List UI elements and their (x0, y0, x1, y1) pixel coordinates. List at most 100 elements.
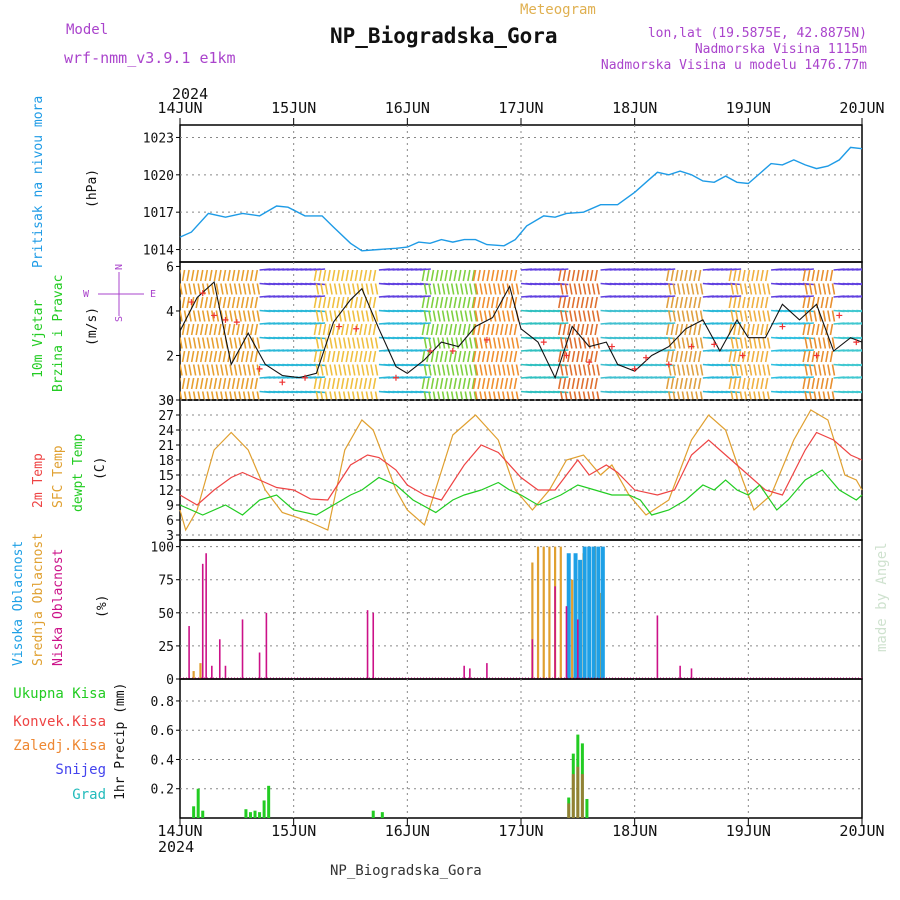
x-tick-label-bottom: 16JUN (385, 822, 430, 840)
wind-barb (215, 364, 220, 376)
wind-barb (587, 310, 591, 322)
wind-barb (730, 364, 735, 376)
wind-barb (506, 364, 511, 376)
wind-barb (453, 269, 457, 282)
wind-barb (186, 296, 190, 309)
wind-barb (372, 296, 377, 309)
altitude-text: Nadmorska Visina 1115m (695, 42, 867, 57)
wind-barb (806, 323, 811, 336)
wind-barb (370, 310, 374, 322)
y-tick-label: 30 (158, 394, 174, 409)
wind-barb (227, 323, 231, 336)
wind-barb (490, 323, 495, 336)
wind-barb (483, 310, 488, 322)
pressure-panel: 1014 1017 1020 1023 (143, 124, 863, 263)
wind-barb (746, 269, 751, 282)
wind-barb (755, 323, 760, 336)
wind-barb (188, 364, 192, 376)
wind-barb (477, 296, 481, 309)
wind-barb (816, 377, 820, 390)
wind-barb (684, 323, 688, 336)
wind-barb (596, 283, 600, 295)
wind-gust-marker (449, 348, 456, 355)
wind-barb (474, 310, 479, 322)
wind-barb (368, 377, 372, 390)
wind-barb (206, 364, 211, 376)
wind-barb (762, 391, 766, 400)
model-name: wrf-nmm_v3.9.1 e1km (64, 49, 236, 67)
wind-barb (229, 364, 233, 376)
wind-barb (728, 269, 733, 282)
wind-barb (218, 323, 222, 336)
cloud-bar (599, 592, 602, 679)
wind-barb (215, 283, 220, 295)
wind-barb (744, 364, 748, 376)
wind-barb (359, 350, 363, 363)
precip-legend-snow: Snijeg (55, 762, 106, 778)
cloud-bar (587, 546, 592, 679)
wind-barb (697, 377, 702, 390)
wind-barb (247, 391, 251, 400)
wind-barb (697, 323, 702, 336)
wind-barb (181, 269, 186, 282)
wind-barb (363, 350, 368, 363)
bottom-date-axis: 14JUN 15JUN 16JUN 17JUN 18JUN 19JUN 20JUN (157, 818, 885, 840)
wind-barb (446, 364, 450, 376)
wind-barb (827, 310, 831, 322)
wind-barb (318, 377, 322, 390)
y-tick-label: 75 (158, 574, 174, 589)
wind-barb (481, 350, 486, 363)
temp-side-label-dewpt: dewpt Temp (71, 434, 86, 512)
y-tick-label: 0 (166, 673, 174, 688)
wind-barb (251, 310, 256, 322)
wind-barb (359, 269, 363, 282)
wind-barb (511, 391, 515, 400)
wind-barb (444, 296, 448, 309)
wind-barb (829, 377, 834, 390)
wind-gust-marker (211, 312, 218, 319)
wind-barb (256, 310, 261, 322)
wind-barb (254, 350, 259, 363)
wind-barb (439, 323, 444, 336)
wind-barb (808, 391, 813, 400)
temp-side-label-2m: 2m Temp (31, 453, 46, 508)
wind-barb (324, 364, 329, 376)
wind-barb (473, 337, 478, 349)
wind-barb (822, 310, 827, 322)
wind-barb (437, 310, 441, 322)
wind-barb (347, 337, 352, 349)
wind-barb (354, 269, 359, 282)
wind-barb (224, 364, 229, 376)
wind-barb (827, 337, 831, 349)
cloud-bar (205, 553, 207, 679)
wind-barb (596, 337, 600, 349)
wind-barb (486, 323, 490, 336)
wind-barb (314, 268, 326, 271)
wind-gust-marker (631, 365, 638, 372)
wind-barb (365, 364, 370, 376)
wind-barb (333, 310, 338, 322)
panel-frame (179, 539, 863, 680)
wind-barb (206, 337, 211, 349)
wind-barb (340, 323, 345, 336)
wind-barb (453, 350, 457, 363)
wind-barb (664, 322, 676, 325)
cloud-bar (582, 546, 587, 679)
wind-barb (368, 323, 372, 336)
wind-barb (693, 269, 697, 282)
wind-barb (559, 364, 564, 376)
wind-barb (829, 269, 834, 282)
wind-barb (227, 377, 231, 390)
wind-barb (469, 391, 473, 400)
wind-barb (490, 350, 495, 363)
wind-barb (686, 364, 690, 376)
wind-barb (342, 364, 347, 376)
wind-barb (428, 283, 432, 295)
wind-barb (733, 323, 737, 336)
cloud-bar (241, 619, 244, 679)
wind-barb (699, 391, 703, 400)
compass-rose: N W E S (83, 264, 156, 322)
wind-barb (233, 337, 238, 349)
wind-barb (314, 295, 326, 298)
wind-barb (453, 296, 457, 309)
